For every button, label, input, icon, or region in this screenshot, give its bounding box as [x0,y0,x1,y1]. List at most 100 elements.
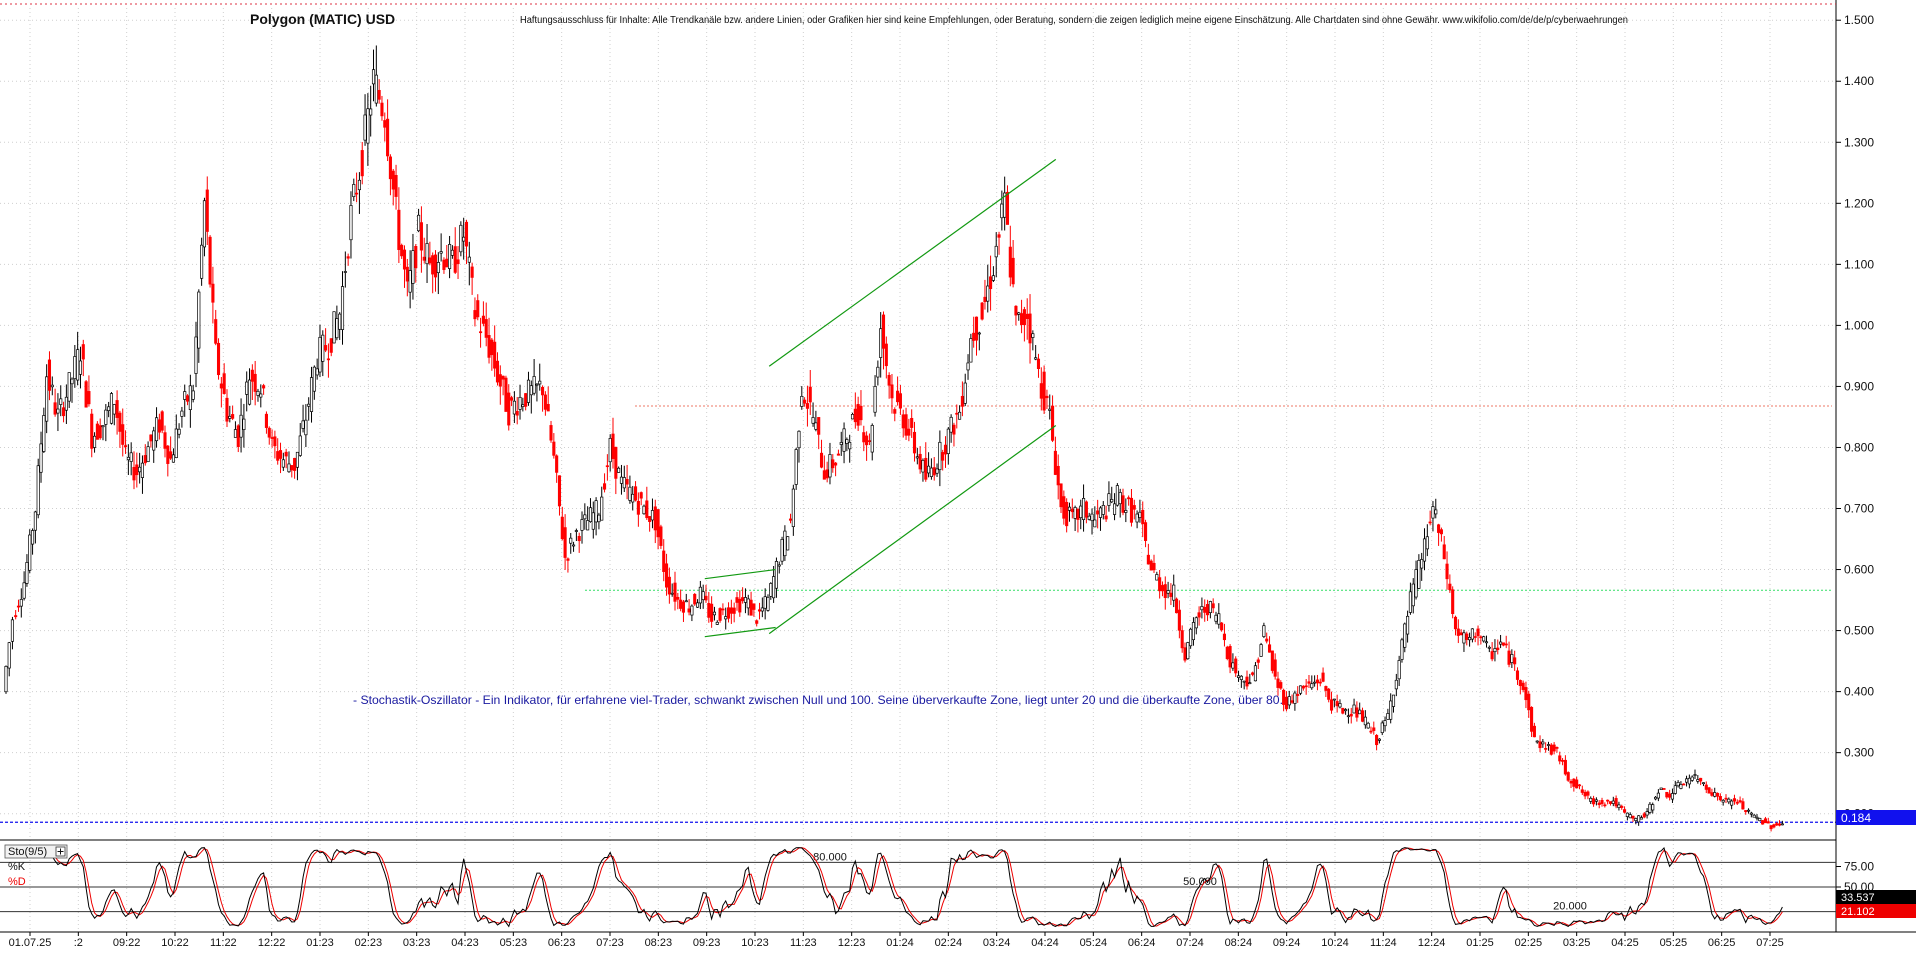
x-tick-label: 08:24 [1225,937,1253,948]
candle-body [84,381,88,408]
candle-body [453,246,457,273]
candle-body [538,380,542,385]
candle-body [355,192,359,195]
candle-body [901,414,905,429]
candle-body [124,445,128,448]
d-legend: %D [8,876,26,888]
candle-body [191,390,195,400]
candle-body [1724,797,1728,800]
candle-body [90,413,94,449]
candle-body [1507,650,1511,665]
candle-body [958,411,962,420]
candle-body [794,449,798,485]
candle-body [1377,738,1381,741]
x-tick-label: :2 [74,937,83,948]
candle-body [1129,497,1134,523]
candle-body [1701,782,1706,785]
candle-body [1755,816,1759,819]
candle-body [1036,358,1041,369]
candle-body [546,403,550,412]
candle-body [1589,797,1593,802]
candle-body [1623,809,1627,813]
candle-body [898,393,902,409]
candle-body [757,609,762,612]
candle-body [650,510,655,521]
candle-body [56,408,60,414]
candle-body [1079,505,1083,519]
candle-body [1022,309,1026,326]
candle-body [1051,405,1055,441]
candle-body [977,332,981,335]
candle-body [681,601,686,613]
candle-body [208,236,212,285]
candle-body [28,534,32,571]
candle-body [1611,800,1615,804]
candle-body [1659,787,1663,790]
candle-body [1000,203,1004,219]
candle-body [825,469,829,479]
candle-body [1020,313,1024,325]
candle-body [1473,636,1477,638]
candle-body [101,425,105,428]
candle-body [391,170,395,190]
candle-body [154,417,159,442]
trendline [704,568,776,580]
x-tick-label: 06:24 [1128,937,1156,948]
candle-body [583,514,587,520]
candle-body [935,468,939,474]
candle-body [1073,507,1077,519]
candle-body [1687,777,1691,785]
candle-body [512,400,516,415]
candle-body [329,338,333,353]
candle-body [194,336,198,374]
candle-body [1693,774,1697,776]
candle-body [307,403,311,407]
candle-body [1296,694,1300,696]
candle-body [450,249,454,256]
candle-body [1344,709,1348,712]
candle-body [231,414,235,419]
candle-body [1338,703,1342,708]
candle-body [321,334,325,362]
indicator-tab[interactable]: Sto(9/5) [4,844,68,859]
candle-body [986,285,990,302]
candle-body [805,403,809,409]
candle-body [1769,825,1773,830]
candle-body [1468,637,1472,641]
candle-body [819,452,824,468]
candle-body [1318,681,1322,684]
candle-body [963,382,967,404]
y-tick-label: 0.900 [1844,379,1874,393]
candle-body [1710,792,1714,796]
x-tick-label: 02:25 [1515,937,1543,948]
candle-body [1172,584,1176,601]
candle-body [659,526,663,546]
x-tick-label: 01:23 [306,937,334,948]
candle-body [1490,651,1494,660]
candle-body [555,455,559,473]
candle-body [1744,810,1748,813]
candle-body [1715,792,1720,797]
candle-body [414,245,418,269]
x-tick-label: 12:24 [1418,937,1446,948]
candle-body [388,156,392,180]
candle-body [118,412,122,432]
candle-body [859,405,863,421]
candle-body [1501,642,1505,646]
trendline [704,626,776,638]
candle-body [278,450,283,459]
candle-body [848,441,852,450]
candle-body [309,377,314,412]
x-tick-label: 07:23 [596,937,624,948]
candle-body [16,605,21,608]
candle-body [910,417,914,428]
candle-body [1665,791,1669,798]
candle-body [1363,716,1367,726]
candle-body [974,316,979,341]
candle-body [814,422,818,430]
candle-body [842,428,846,452]
candle-body [1566,772,1570,781]
candle-body [428,257,432,264]
x-tick-label: 09:22 [113,937,141,948]
candle-body [1541,741,1545,745]
